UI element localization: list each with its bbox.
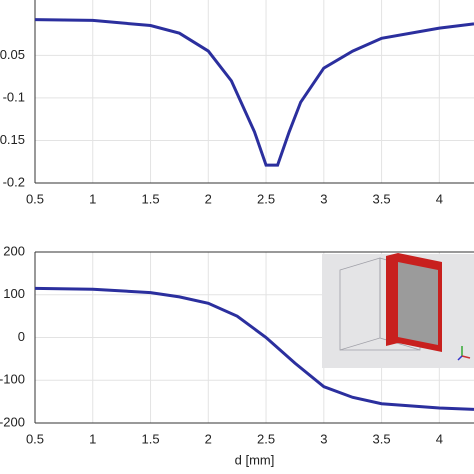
data-line	[34, 18, 474, 167]
x-tick-label: 0.5	[26, 431, 44, 446]
x-tick-label: 3.5	[373, 191, 391, 206]
x-tick-label: 1.5	[141, 191, 159, 206]
y-tick-label: 0	[18, 329, 25, 344]
x-tick-label: 2	[205, 191, 212, 206]
x-tick-label: 1	[89, 431, 96, 446]
x-tick-label: 2.5	[257, 431, 275, 446]
x-tick-label: 4	[436, 191, 443, 206]
inset-panel-face	[398, 262, 438, 345]
inset-axis	[461, 355, 471, 359]
x-tick-label: 3	[320, 431, 327, 446]
y-tick-label: -0.15	[0, 132, 25, 147]
x-tick-label: 1.5	[141, 431, 159, 446]
x-tick-label: 2.5	[257, 191, 275, 206]
inset-image	[322, 253, 474, 368]
y-tick-label: -0.2	[3, 174, 25, 189]
y-tick-label: 100	[3, 286, 25, 301]
y-tick-label: 200	[3, 243, 25, 258]
inset-axis	[457, 355, 463, 361]
x-tick-label: 4	[436, 431, 443, 446]
y-tick-label: -0.05	[0, 47, 25, 62]
data-line	[34, 286, 474, 411]
x-tick-label: 1	[89, 191, 96, 206]
x-axis-label: d [mm]	[235, 452, 275, 467]
x-tick-label: 3	[320, 191, 327, 206]
y-tick-label: -0.1	[3, 89, 25, 104]
y-tick-label: -200	[0, 414, 25, 429]
x-tick-label: 3.5	[373, 431, 391, 446]
x-tick-label: 0.5	[26, 191, 44, 206]
y-tick-label: -100	[0, 372, 25, 387]
x-tick-label: 2	[205, 431, 212, 446]
